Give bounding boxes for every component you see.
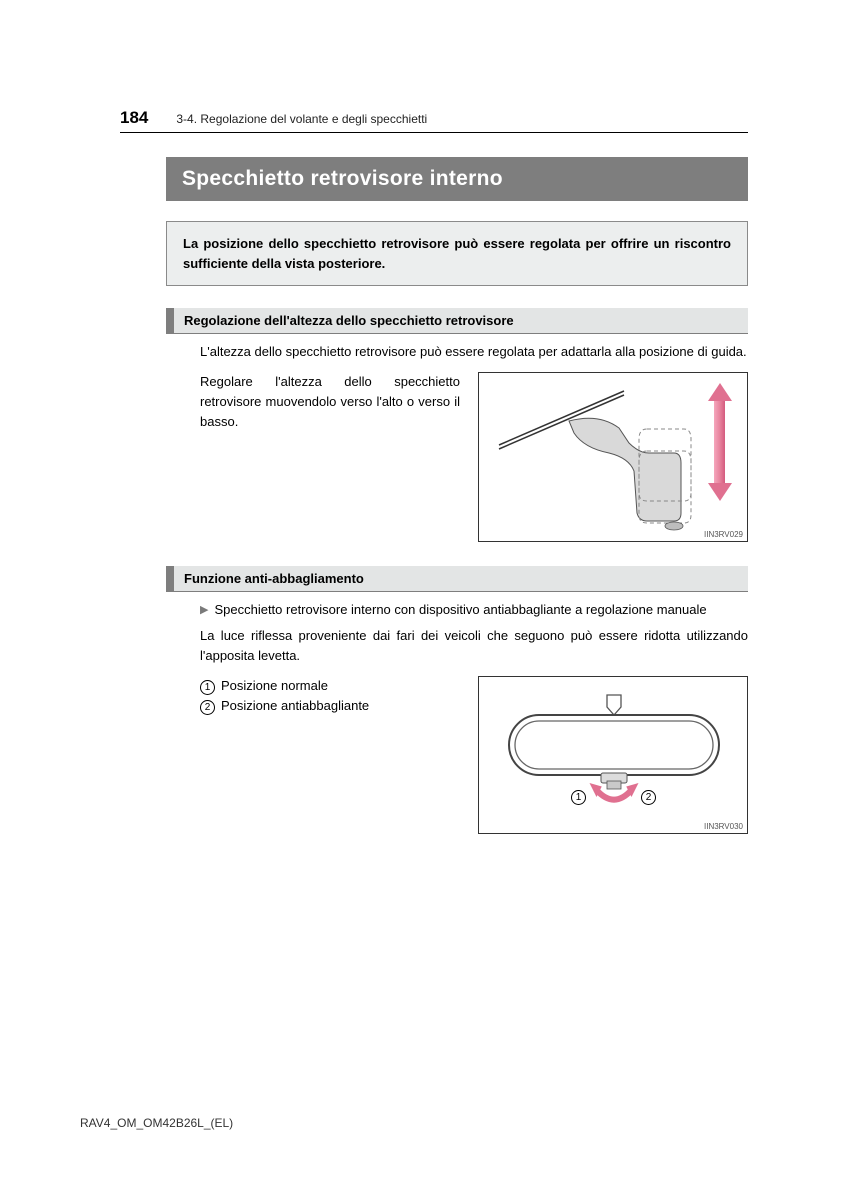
section2-para: La luce riflessa proveniente dai fari de… bbox=[200, 626, 748, 666]
intro-summary: La posizione dello specchietto retroviso… bbox=[166, 221, 748, 286]
section2-list: 1 Posizione normale 2 Posizione antiabbagl… bbox=[200, 676, 460, 716]
section2-row: 1 Posizione normale 2 Posizione antiabbagl… bbox=[200, 676, 748, 834]
list-label-1: Posizione normale bbox=[221, 678, 328, 693]
callout-circle-2: 2 bbox=[641, 790, 656, 805]
section1-para2: Regolare l'altezza dello specchietto ret… bbox=[200, 372, 460, 432]
section1-row: Regolare l'altezza dello specchietto ret… bbox=[200, 372, 748, 542]
page-title: Specchietto retrovisore interno bbox=[166, 157, 748, 201]
list-item: 2 Posizione antiabbagliante bbox=[200, 696, 460, 716]
circled-number-1: 1 bbox=[200, 680, 215, 695]
figure-code-1: IIN3RV029 bbox=[704, 530, 743, 539]
callout-circle-1: 1 bbox=[571, 790, 586, 805]
figure-mirror-lever: 1 2 IIN3RV030 bbox=[478, 676, 748, 834]
list-item: 1 Posizione normale bbox=[200, 676, 460, 696]
mirror-lever-illustration bbox=[479, 677, 749, 835]
triangle-bullet-icon: ▶ bbox=[200, 602, 208, 619]
page-number: 184 bbox=[120, 108, 148, 128]
up-down-arrow-icon bbox=[714, 401, 725, 483]
section2-bullet-text: Specchietto retrovisore interno con disp… bbox=[214, 600, 748, 620]
section-reference: 3-4. Regolazione del volante e degli spe… bbox=[176, 112, 427, 126]
section1-para1: L'altezza dello specchietto retrovisore … bbox=[200, 342, 748, 362]
list-label-2: Posizione antiabbagliante bbox=[221, 698, 369, 713]
figure-code-2: IIN3RV030 bbox=[704, 822, 743, 831]
section2-bullet: ▶ Specchietto retrovisore interno con di… bbox=[200, 600, 748, 620]
page-header: 184 3-4. Regolazione del volante e degli… bbox=[120, 108, 748, 133]
figure-mirror-height: IIN3RV029 bbox=[478, 372, 748, 542]
document-footer-code: RAV4_OM_OM42B26L_(EL) bbox=[80, 1116, 233, 1130]
section-heading-height: Regolazione dell'altezza dello specchiet… bbox=[166, 308, 748, 334]
section-heading-antiglare: Funzione anti-abbagliamento bbox=[166, 566, 748, 592]
circled-number-2: 2 bbox=[200, 700, 215, 715]
lever-curved-arrow-icon bbox=[584, 783, 644, 811]
